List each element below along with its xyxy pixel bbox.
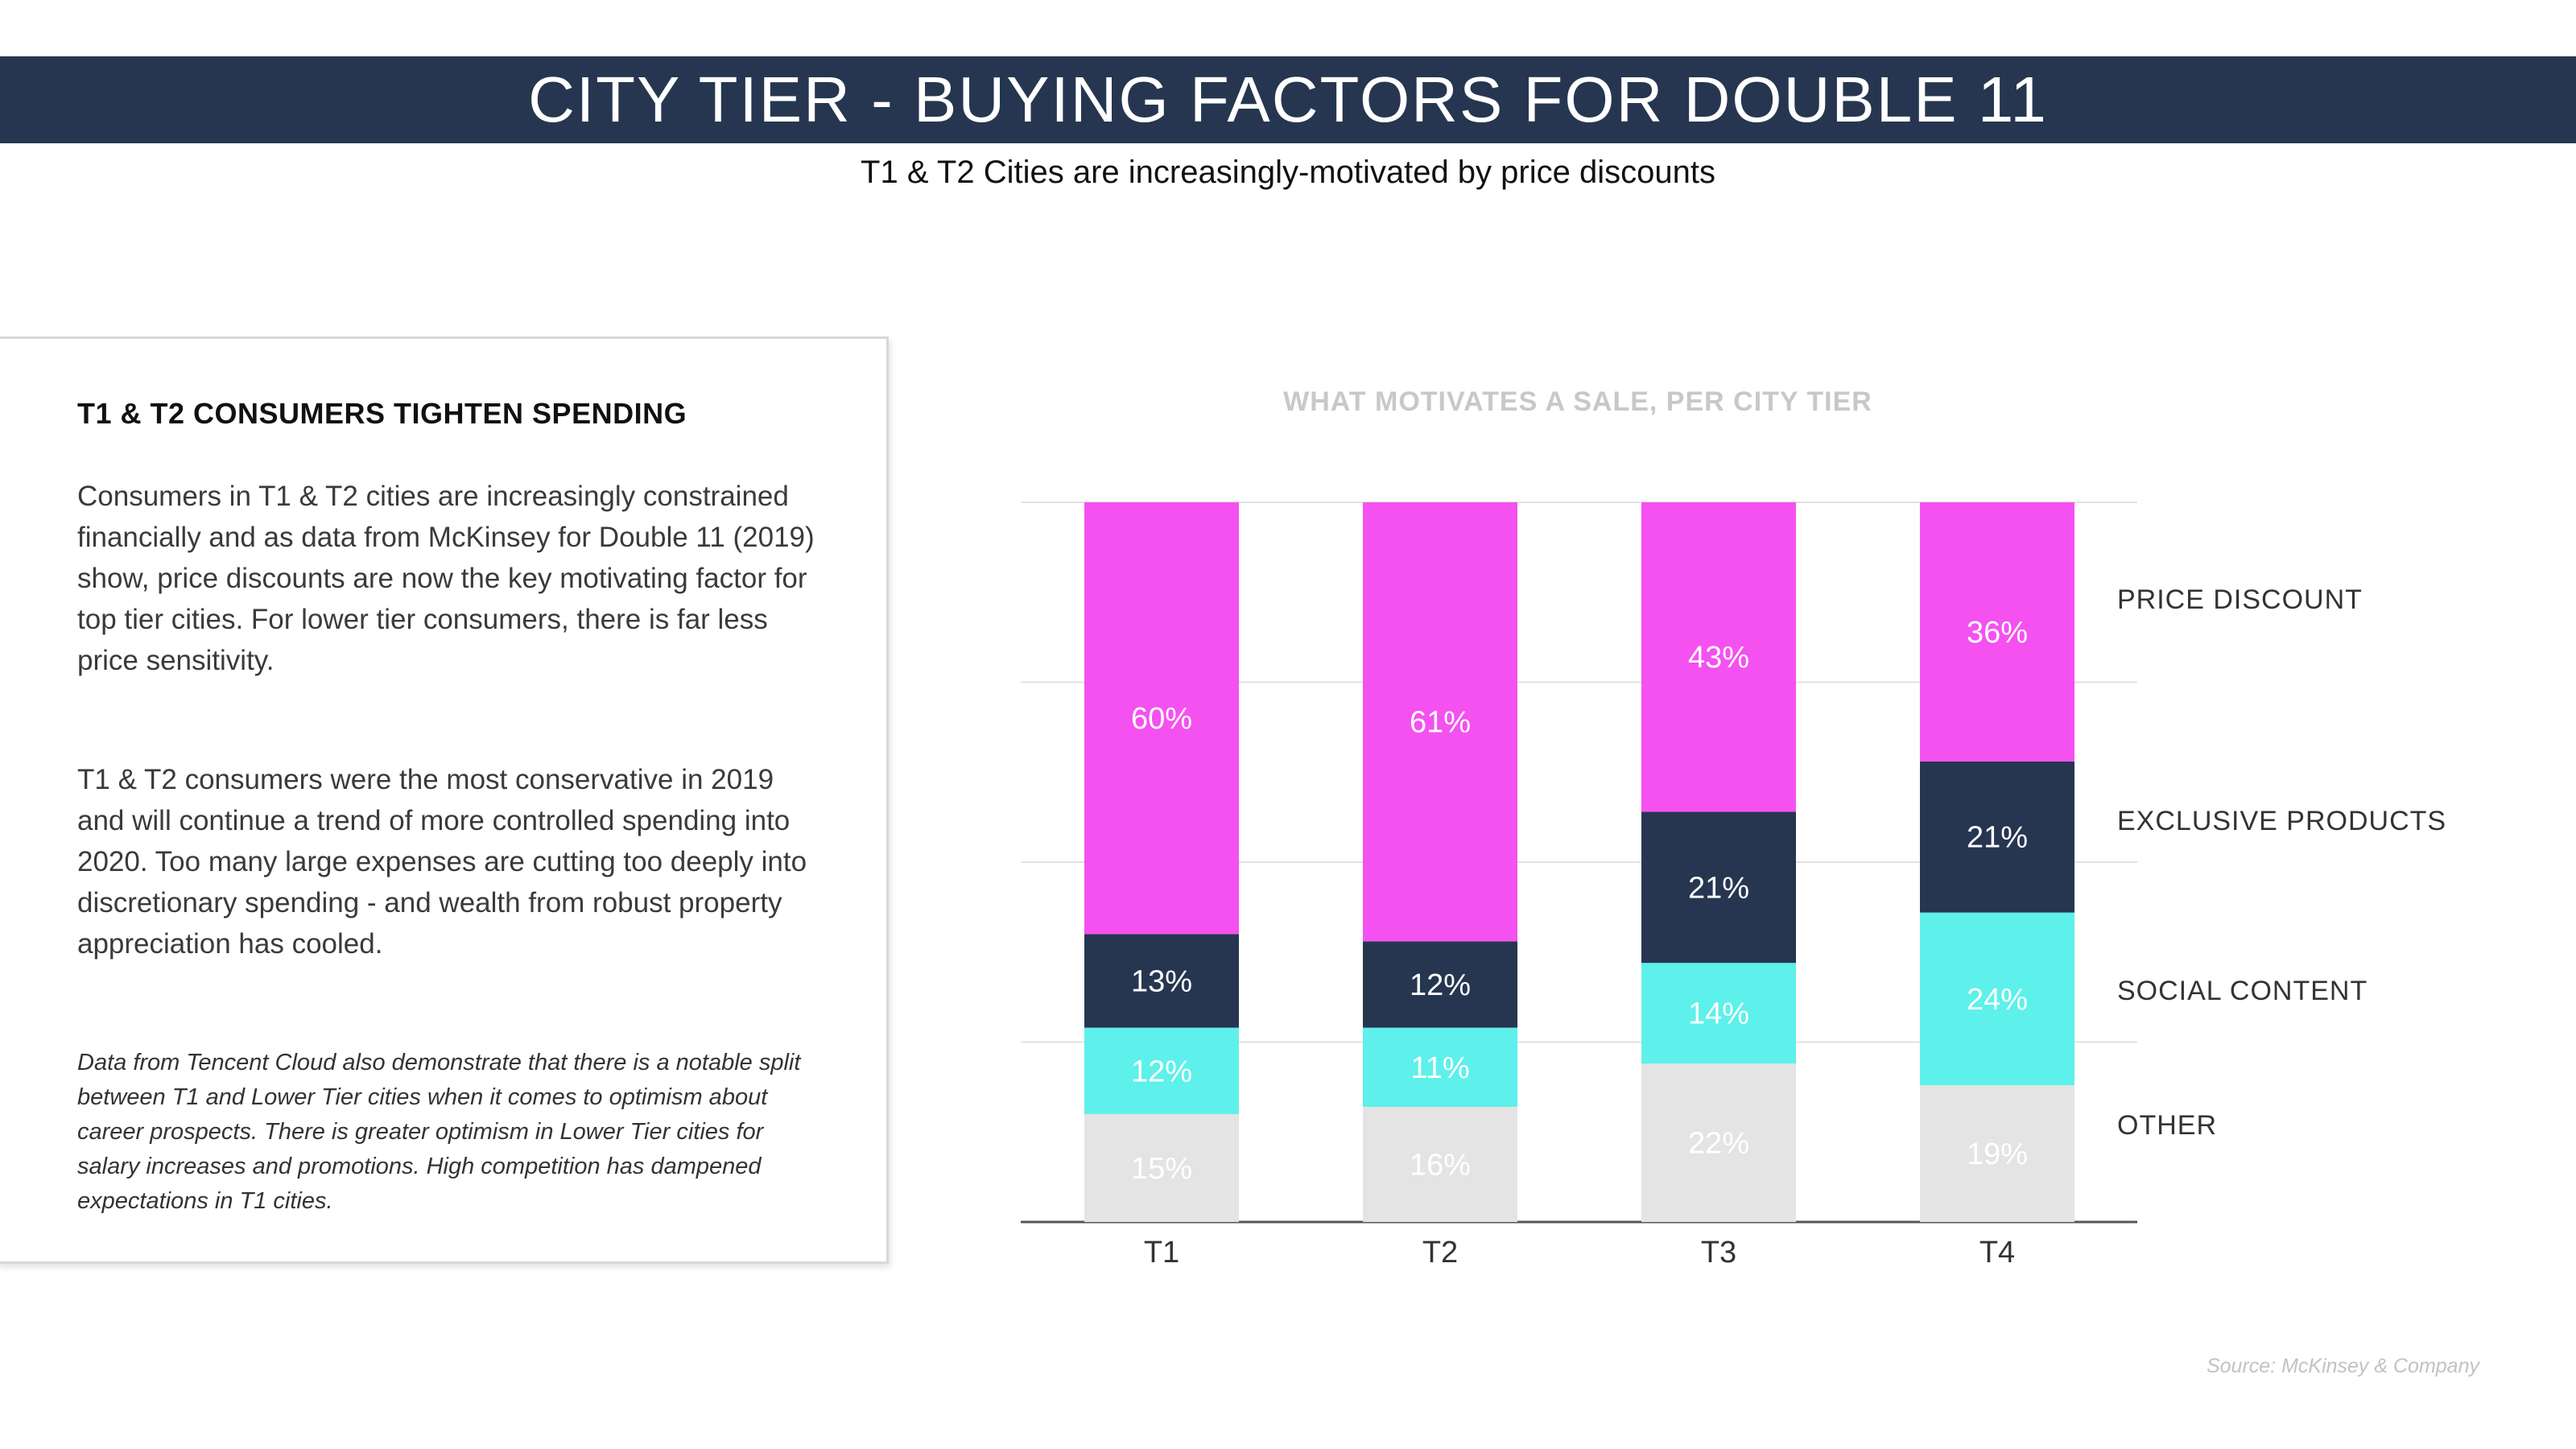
data-label: 21% [1967,821,2028,855]
panel-paragraph-1: Consumers in T1 & T2 cities are increasi… [77,481,815,676]
data-label: 19% [1967,1137,2028,1171]
data-label: 60% [1131,702,1192,736]
data-label: 61% [1410,706,1471,740]
panel-note: Data from Tencent Cloud also demonstrate… [77,1050,801,1214]
panel-paragraph-2: T1 & T2 consumers were the most conserva… [77,764,807,960]
legend-label-social-content: SOCIAL CONTENT [2117,976,2368,1006]
title-bar: CITY TIER - BUYING FACTORS FOR DOUBLE 11 [0,56,2576,143]
bar-t2-social-content [1363,1027,1517,1107]
legend-label-other: OTHER [2117,1110,2217,1141]
bar-t3-exclusive-products [1641,811,1796,964]
bar-t4-price-discount [1920,502,2074,762]
data-label: 22% [1688,1127,1749,1161]
legend-label-exclusive-products: EXCLUSIVE PRODUCTS [2117,806,2446,836]
data-label: 14% [1688,997,1749,1031]
source-note: Source: McKinsey & Company [2206,1355,2479,1377]
x-tick-label: T2 [1422,1236,1458,1269]
x-tick-label: T4 [1979,1236,2015,1269]
panel-heading: T1 & T2 CONSUMERS TIGHTEN SPENDING [77,397,687,430]
bar-t4-other [1920,1085,2074,1222]
bar-t2-price-discount [1363,502,1517,942]
bar-t2-exclusive-products [1363,941,1517,1028]
bar-t1-price-discount [1084,502,1239,935]
legend-label-price-discount: PRICE DISCOUNT [2117,584,2363,615]
bar-t2-other [1363,1106,1517,1222]
x-tick-label: T3 [1701,1236,1736,1269]
bar-t1-other [1084,1113,1239,1222]
x-tick-label: T1 [1144,1236,1179,1269]
chart-title: WHAT MOTIVATES A SALE, PER CITY TIER [1283,386,1872,417]
page-title: CITY TIER - BUYING FACTORS FOR DOUBLE 11 [528,64,2048,135]
data-label: 16% [1410,1148,1471,1182]
data-label: 36% [1967,616,2028,650]
data-label: 21% [1688,871,1749,905]
data-label: 11% [1410,1051,1469,1085]
bar-t1-social-content [1084,1027,1239,1114]
bar-t1-exclusive-products [1084,934,1239,1028]
data-label: 12% [1410,968,1471,1002]
bar-t4-social-content [1920,912,2074,1086]
bar-t4-exclusive-products [1920,761,2074,913]
page-subtitle: T1 & T2 Cities are increasingly-motivate… [861,155,1715,190]
data-label: 13% [1131,965,1192,999]
data-label: 12% [1131,1055,1192,1088]
data-label: 43% [1688,641,1749,675]
bar-t3-social-content [1641,963,1796,1064]
data-label: 24% [1967,983,2028,1017]
insight-panel: T1 & T2 CONSUMERS TIGHTEN SPENDING Consu… [0,336,889,1264]
bar-t3-other [1641,1063,1796,1222]
bar-t3-price-discount [1641,502,1796,812]
data-label: 15% [1131,1152,1192,1186]
